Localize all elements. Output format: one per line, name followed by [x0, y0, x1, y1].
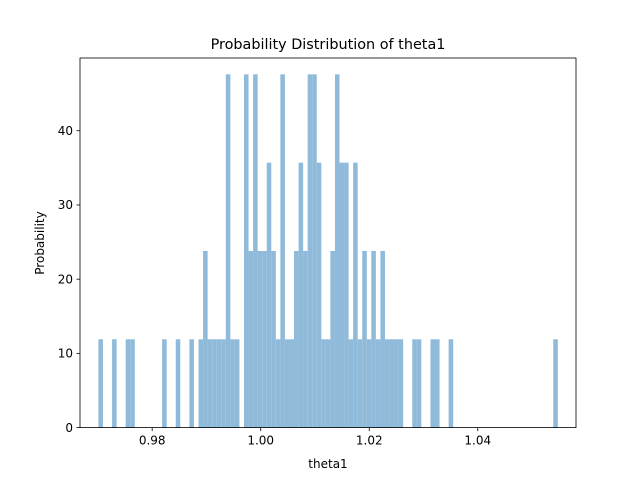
histogram-bar [380, 250, 385, 428]
histogram-bar [244, 74, 249, 428]
histogram-bar [280, 74, 285, 428]
histogram-bar [339, 162, 345, 428]
histogram-bar [430, 339, 436, 428]
histogram-bar [303, 250, 308, 428]
histogram-bar [362, 250, 367, 428]
histogram-bar [284, 339, 290, 428]
histogram-bar [289, 339, 295, 428]
histogram-bar [344, 162, 349, 428]
histogram-bar [230, 339, 235, 428]
histogram-bar [234, 339, 240, 428]
histogram-bar [307, 74, 313, 428]
histogram-bar [348, 339, 354, 428]
histogram-bar [366, 339, 372, 428]
histogram-bar [257, 250, 263, 428]
histogram-bar [175, 339, 181, 428]
histogram-bar [216, 339, 222, 428]
histogram-bar [416, 339, 422, 428]
histogram-bar [248, 250, 254, 428]
histogram-bar [334, 74, 340, 428]
histogram-bar [112, 339, 117, 428]
histogram-bar [298, 162, 304, 428]
histogram-bar [207, 339, 213, 428]
y-tick-label: 10 [58, 347, 73, 361]
histogram-bar [189, 339, 194, 428]
y-tick-label: 0 [65, 421, 73, 435]
histogram-bars [98, 74, 558, 428]
histogram-bar [371, 250, 376, 428]
x-axis-ticks: 0.98 1.00 1.02 1.04 [139, 427, 491, 448]
histogram-bar [448, 339, 454, 428]
y-tick-label: 40 [58, 124, 73, 138]
histogram-bar [266, 162, 272, 428]
histogram-bar [398, 339, 404, 428]
histogram-bar [253, 74, 258, 428]
histogram-bar [98, 339, 103, 428]
histogram-bar [394, 339, 399, 428]
histogram-bar [130, 339, 135, 428]
histogram-bar [225, 74, 231, 428]
histogram-bar [353, 162, 358, 428]
x-tick-label: 1.04 [464, 434, 491, 448]
histogram-bar [389, 339, 395, 428]
histogram-bar [553, 339, 558, 428]
histogram-bar [321, 339, 326, 428]
histogram-bar [412, 339, 417, 428]
x-axis-label: theta1 [308, 457, 347, 471]
y-axis-ticks: 0 10 20 30 40 [58, 124, 80, 435]
x-tick-label: 1.00 [247, 434, 274, 448]
chart-title: Probability Distribution of theta1 [211, 37, 446, 53]
histogram-bar [435, 339, 440, 428]
histogram-bar [312, 74, 317, 428]
y-axis-label: Probability [33, 211, 47, 274]
histogram-bar [262, 250, 267, 428]
histogram-bar [198, 339, 204, 428]
histogram-bar [357, 339, 363, 428]
histogram-bar [203, 250, 208, 428]
histogram-bar [330, 250, 335, 428]
histogram-bar [275, 339, 281, 428]
histogram-bar [125, 339, 131, 428]
histogram-bar [375, 339, 381, 428]
histogram-bar [325, 339, 331, 428]
x-tick-label: 1.02 [356, 434, 383, 448]
y-tick-label: 30 [58, 198, 73, 212]
histogram-bar [212, 339, 217, 428]
histogram-bar [221, 339, 226, 428]
histogram-bar [384, 339, 390, 428]
histogram-bar [162, 339, 167, 428]
histogram-bar [316, 162, 322, 428]
histogram-bar [294, 250, 299, 428]
histogram-bar [271, 250, 276, 428]
x-tick-label: 0.98 [139, 434, 166, 448]
y-tick-label: 20 [58, 272, 73, 286]
plot-frame [79, 57, 577, 429]
